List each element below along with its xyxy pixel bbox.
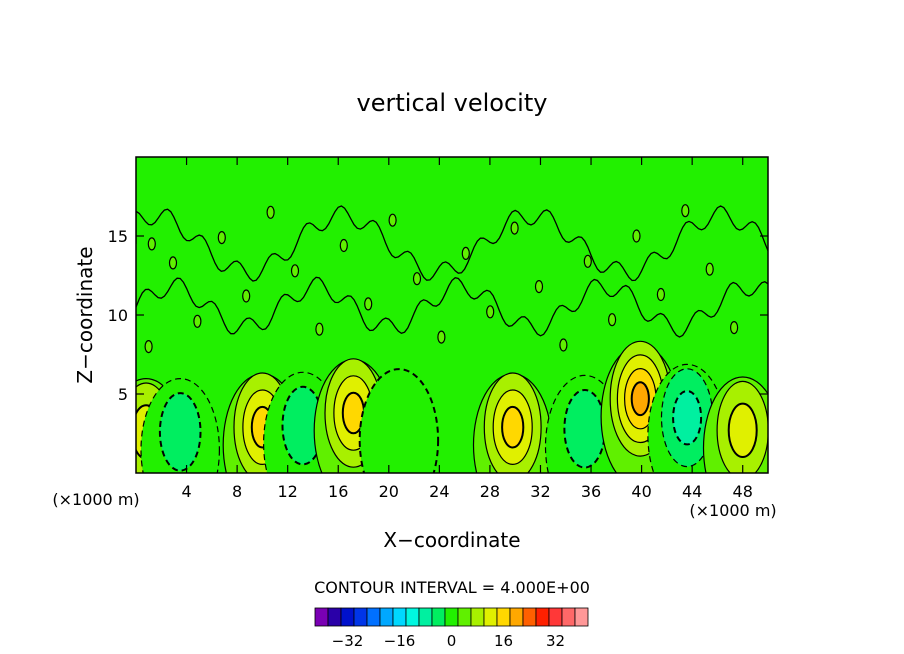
colorbar-tick-label: −32 [332, 632, 364, 650]
small-cell [437, 330, 446, 344]
small-cell [559, 338, 568, 352]
small-cell [242, 289, 251, 303]
colorbar-swatch [509, 607, 524, 627]
y-tick-label: 10 [108, 306, 128, 325]
colorbar-swatch [314, 607, 329, 627]
x-tick-label: 48 [733, 482, 753, 501]
small-cell [144, 340, 153, 354]
colorbar-swatch [574, 607, 589, 627]
small-cell [461, 246, 470, 260]
colorbar-swatch [457, 607, 472, 627]
small-cell [217, 231, 226, 245]
x-tick-label: 44 [682, 482, 702, 501]
x-tick-label: 28 [480, 482, 500, 501]
x-tick-label: 12 [278, 482, 298, 501]
small-cell [486, 305, 495, 319]
colorbar [314, 607, 589, 627]
upper-contour-0 [136, 276, 768, 338]
colorbar-tick-label: 16 [494, 632, 513, 650]
cell-6 [472, 372, 553, 473]
contour-level [158, 392, 202, 472]
colorbar-swatch [379, 607, 394, 627]
colorbar-tick-label: 0 [447, 632, 457, 650]
x-tick-label: 8 [232, 482, 242, 501]
small-cell [315, 322, 324, 336]
y-tick-label: 15 [108, 227, 128, 246]
small-cell [632, 229, 641, 243]
x-tick-label: 16 [328, 482, 348, 501]
colorbar-swatch [483, 607, 498, 627]
colorbar-swatch [496, 607, 511, 627]
small-cell [705, 262, 714, 276]
x-tick-label: 20 [379, 482, 399, 501]
contour-level [358, 368, 440, 473]
y-tick-label: 5 [118, 385, 128, 404]
small-cell [266, 205, 275, 219]
small-cell [534, 280, 544, 294]
colorbar-swatch [470, 607, 485, 627]
cell-1 [140, 378, 220, 473]
cell-10 [702, 376, 768, 473]
colorbar-swatch [444, 607, 459, 627]
upper-contour-lines [136, 204, 768, 354]
small-cell [510, 221, 519, 235]
contour-level [501, 405, 525, 449]
colorbar-tick-label: −16 [384, 632, 416, 650]
x-tick-label: 24 [429, 482, 449, 501]
plot-area [135, 156, 769, 474]
colorbar-swatch [431, 607, 446, 627]
x-tick-label: 36 [581, 482, 601, 501]
colorbar-labels: −32 −16 0 16 32 [332, 632, 565, 650]
colorbar-swatch [405, 607, 420, 627]
small-cell [729, 321, 739, 335]
contour-level [672, 390, 703, 446]
chart-title: vertical velocity [357, 89, 548, 117]
colorbar-swatch [327, 607, 342, 627]
x-tick-label: 32 [530, 482, 550, 501]
cell-5 [358, 368, 440, 473]
small-cell [193, 314, 202, 328]
colorbar-swatch [392, 607, 407, 627]
contour-interval-note: CONTOUR INTERVAL = 4.000E+00 [314, 578, 590, 597]
x-axis-label: X−coordinate [383, 528, 520, 552]
y-axis-label: Z−coordinate [73, 246, 97, 383]
small-cell [339, 238, 348, 253]
colorbar-swatch [522, 607, 537, 627]
contour-level [630, 381, 650, 417]
colorbar-swatch [366, 607, 381, 627]
colorbar-swatch [418, 607, 433, 627]
contour-level [727, 402, 758, 458]
y-axis-ticks: 5 10 15 [108, 227, 768, 404]
small-cell [681, 204, 690, 218]
colorbar-swatch [548, 607, 563, 627]
x-axis-unit-right: (×1000 m) [689, 501, 776, 520]
x-axis-unit-left: (×1000 m) [52, 490, 139, 509]
colorbar-swatch [340, 607, 355, 627]
small-cell [388, 213, 397, 227]
velocity-field [136, 340, 768, 473]
small-cell [607, 313, 617, 327]
small-cell [290, 264, 300, 278]
colorbar-swatch [561, 607, 576, 627]
small-cell [364, 297, 373, 311]
small-cell [412, 272, 422, 286]
x-axis-ticks: 4 8 12 16 20 24 28 32 36 40 44 48 [181, 157, 753, 501]
contour-level [563, 389, 607, 469]
x-tick-label: 40 [631, 482, 651, 501]
colorbar-swatch [353, 607, 368, 627]
x-tick-label: 4 [181, 482, 191, 501]
colorbar-swatch [535, 607, 550, 627]
small-cell [168, 256, 178, 270]
small-cell [583, 254, 592, 268]
small-cell [656, 287, 666, 302]
colorbar-tick-label: 32 [546, 632, 565, 650]
small-cell [147, 237, 156, 251]
upper-contour-1 [136, 205, 768, 282]
